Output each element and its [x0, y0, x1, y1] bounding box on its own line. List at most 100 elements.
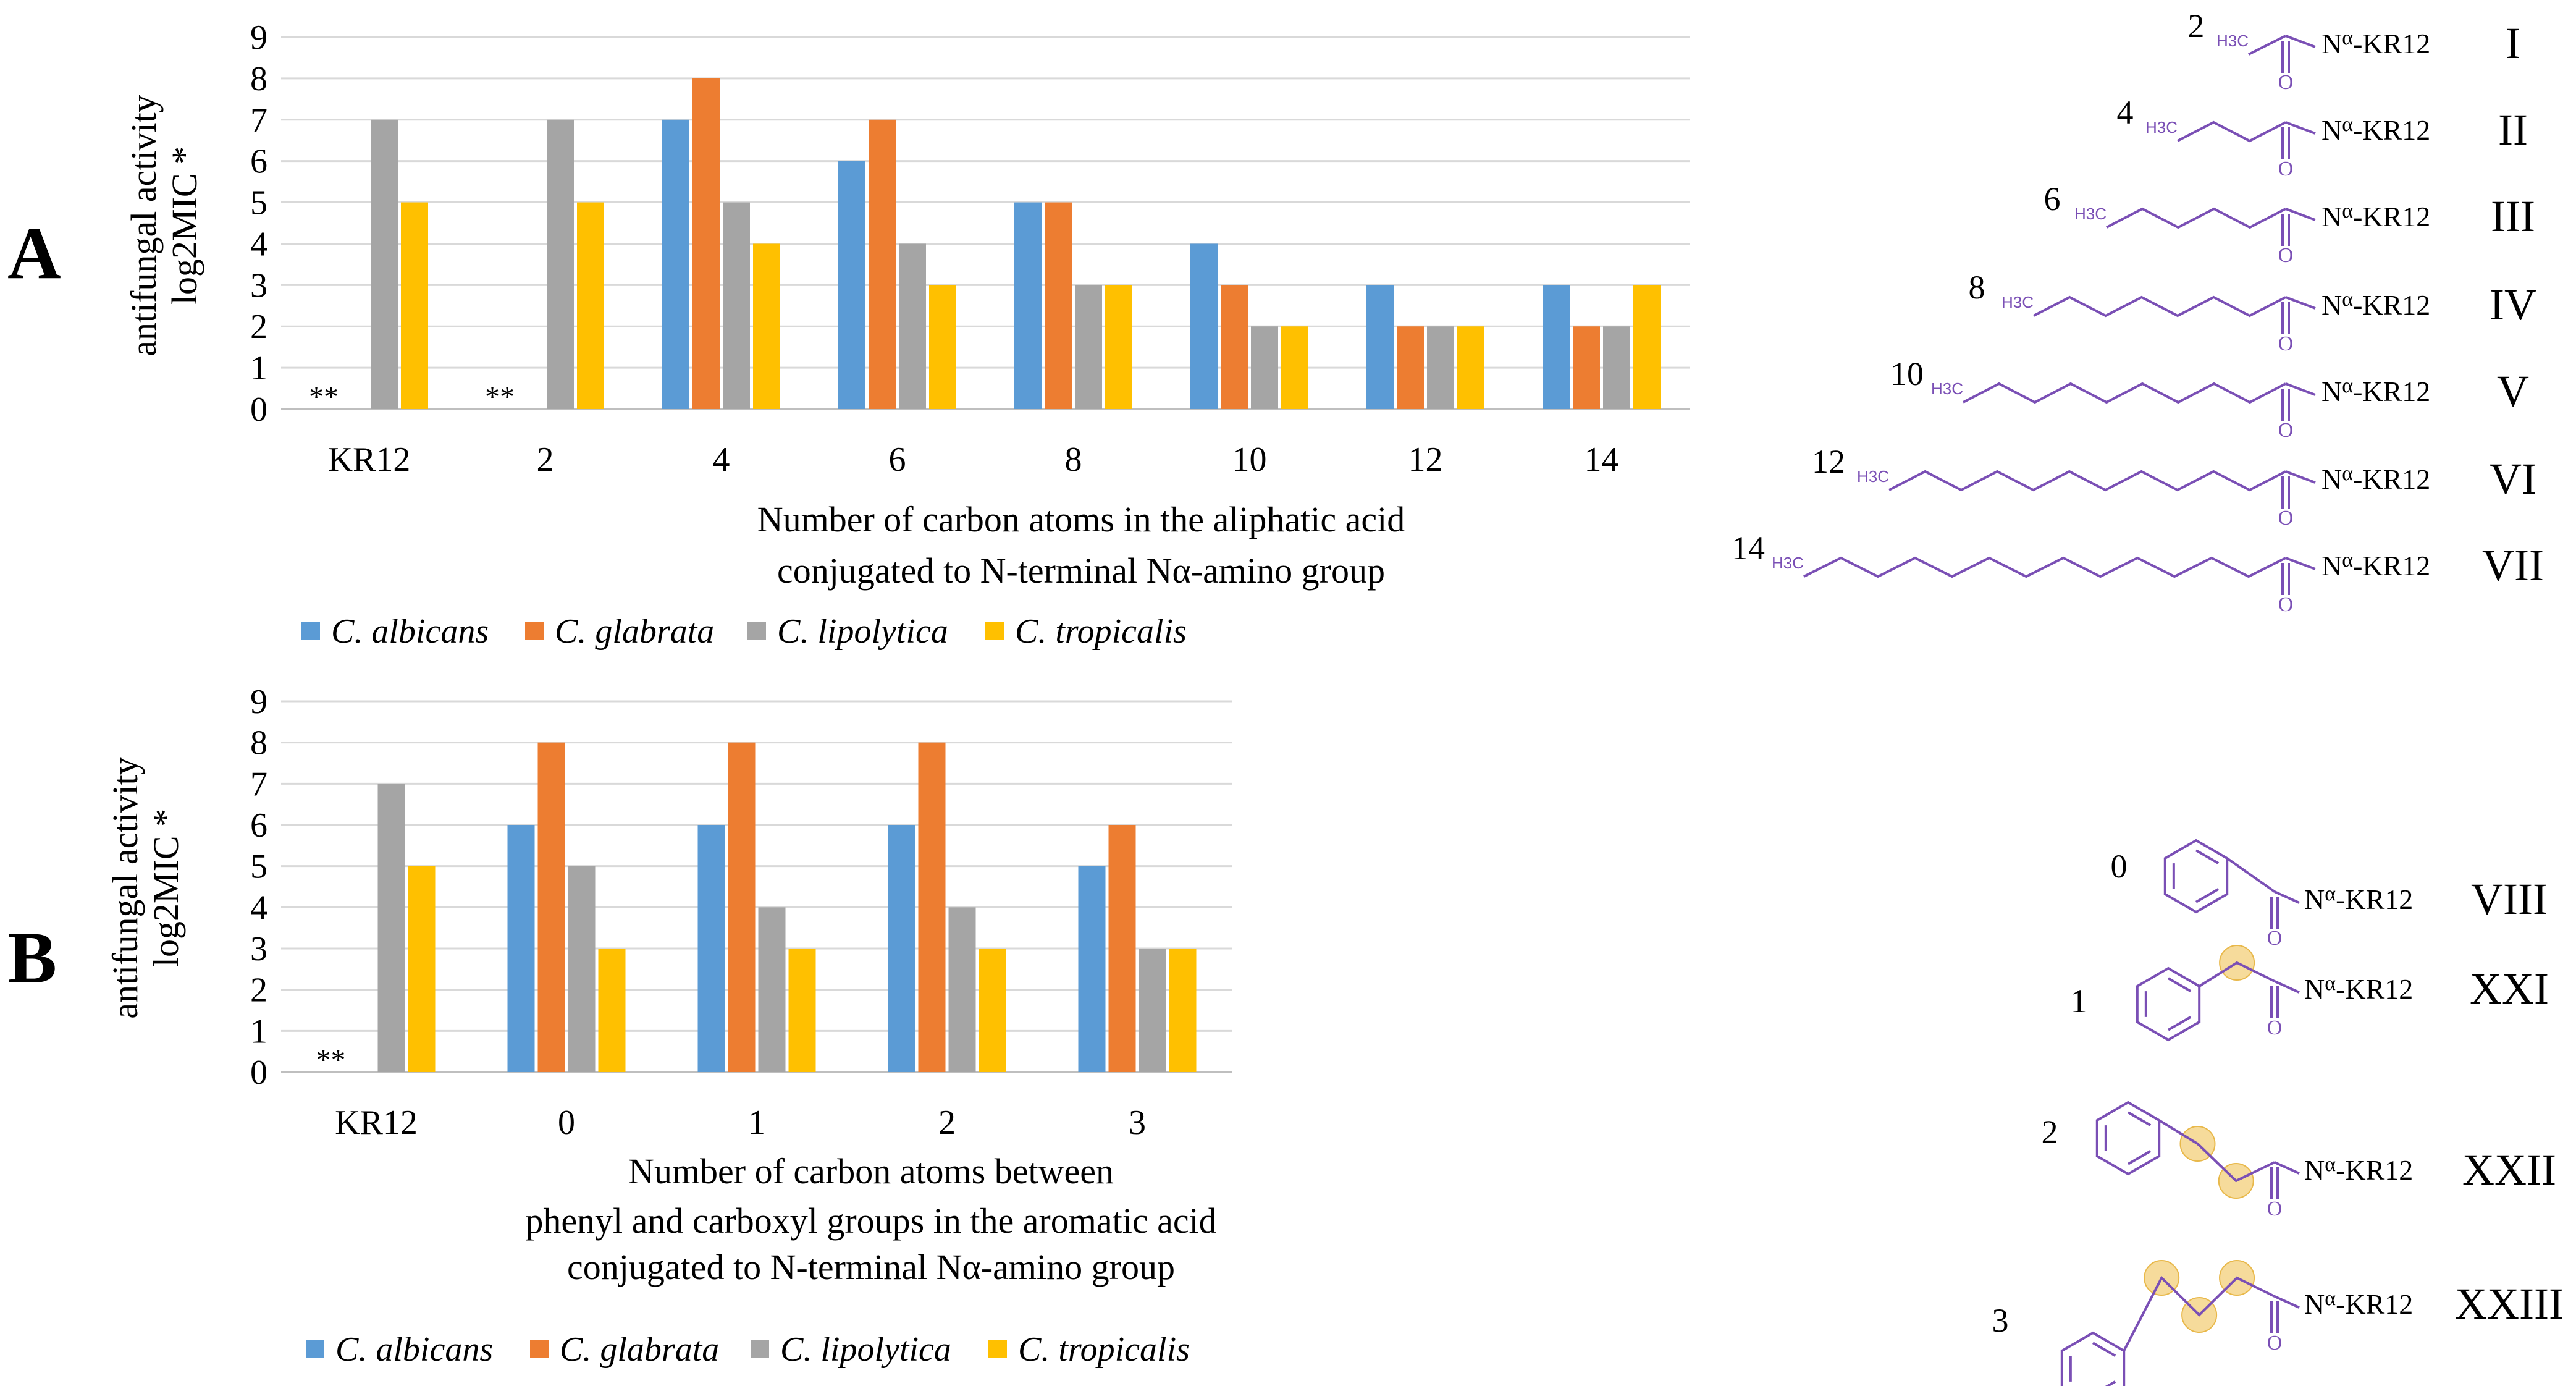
compound-number: III: [2491, 192, 2535, 241]
chart-b-y-tick-label: 9: [250, 683, 267, 721]
linker-chain: [2123, 1275, 2275, 1351]
chart-b-y-tick-label: 3: [250, 930, 267, 968]
carbonyl-oxygen: O: [2278, 507, 2294, 530]
structure-XXIII: 3 O Nα-KR12 XXIII: [1992, 1260, 2564, 1386]
amide-bond: [2285, 208, 2316, 221]
alkyl-chain: [1888, 470, 2286, 492]
amide-bond: [2274, 980, 2300, 994]
carbonyl-oxygen: O: [2278, 593, 2294, 616]
chart-a-bar: [401, 202, 428, 409]
compound-number: VII: [2482, 541, 2544, 590]
chart-a-ylabel-line2: log2MIC *: [164, 146, 204, 305]
carbon-count-label: 6: [2044, 180, 2061, 218]
chart-a-bar: [753, 243, 780, 409]
amide-bond: [2285, 557, 2316, 570]
chart-a-bar: [1190, 243, 1218, 409]
chart-b-legend-swatch: [306, 1340, 324, 1358]
carbonyl-oxygen: O: [2267, 927, 2283, 950]
amide-label: Nα-KR12: [2321, 462, 2430, 495]
structure-XXII: 2 O Nα-KR12 XXII: [2042, 1101, 2556, 1220]
chart-b-xlabel-line3: conjugated to N-terminal Nα-amino group: [567, 1247, 1175, 1287]
amide-label: Nα-KR12: [2304, 882, 2413, 915]
chart-a-bar: [869, 119, 896, 409]
chart-b-bar: [1169, 949, 1197, 1072]
chart-b-legend-swatch: [751, 1340, 769, 1358]
carbonyl-oxygen: O: [2278, 244, 2294, 267]
h3c-label: H3C: [2145, 118, 2178, 137]
chart-a-y-tick-label: 1: [250, 349, 267, 387]
amide-label: Nα-KR12: [2304, 1287, 2413, 1320]
chart-a-bar: [1105, 285, 1132, 409]
chart-a-bar: [1457, 326, 1484, 409]
amide-bond: [2274, 1161, 2300, 1175]
carbon-count-label: 14: [1732, 530, 1765, 567]
chart-a-xlabel-line1: Number of carbon atoms in the aliphatic …: [757, 499, 1405, 539]
linker-chain: [2226, 857, 2276, 893]
chart-b-bar: [408, 866, 436, 1072]
chart-a-bar: [1014, 202, 1042, 409]
chart-b-xlabel-line1: Number of carbon atoms between: [628, 1151, 1114, 1191]
chart-b-bar: [758, 907, 786, 1072]
carbon-count-label: 2: [2188, 7, 2205, 44]
amide-label: Nα-KR12: [2321, 27, 2430, 59]
panel-label-b: B: [7, 916, 57, 999]
chart-b-legend-swatch: [988, 1340, 1007, 1358]
amide-label: Nα-KR12: [2321, 288, 2430, 321]
chart-a-bar: [1251, 326, 1278, 409]
chart-b-x-tick-label: 3: [1129, 1104, 1146, 1142]
chart-a-bar: [1281, 326, 1308, 409]
chart-b-y-tick-label: 7: [250, 765, 267, 803]
chart-a-legend-label: C. albicans: [331, 612, 489, 651]
chart-b-annotations: **: [316, 1044, 346, 1076]
compound-number: I: [2506, 19, 2520, 68]
alkyl-chain: [2106, 207, 2286, 229]
chart-a-bar: [1045, 202, 1072, 409]
chart-b-legend-label: C. tropicalis: [1018, 1330, 1190, 1369]
chart-a-y-tick-label: 4: [250, 225, 267, 263]
chart-a-bar: [929, 285, 956, 409]
compound-number: VI: [2490, 454, 2536, 504]
linker-chain: [2158, 1119, 2275, 1183]
chart-a-bar: [838, 161, 865, 409]
alkyl-chain: [2177, 120, 2286, 143]
benzene-ring-double-bond: [2195, 849, 2220, 864]
chart-a-legend-label: C. glabrata: [555, 612, 714, 651]
chart-a-bar: [1603, 326, 1630, 409]
chart-a-not-active-marker: **: [485, 381, 515, 413]
alkyl-chain: [2248, 35, 2286, 56]
chart-a-y-tick-label: 9: [250, 19, 267, 57]
structures-aliphatic: 2 H3C O Nα-KR12 I 4 H3C O Nα-KR12 II 6 H3C O Nα-KR12 I…: [1732, 7, 2544, 616]
chart-b-x-tick-label: 0: [558, 1104, 575, 1142]
carbon-count-label: 4: [2117, 94, 2134, 131]
h3c-label: H3C: [2001, 293, 2034, 311]
chart-a-xlabel-line2: conjugated to N-terminal Nα-amino group: [777, 551, 1385, 591]
chart-a-bar: [1397, 326, 1424, 409]
h3c-label: H3C: [2074, 205, 2107, 223]
chart-b-x-tick-label: 1: [748, 1104, 765, 1142]
chart-b-bar: [948, 907, 976, 1072]
carbonyl-oxygen: O: [2267, 1332, 2283, 1354]
chart-b-bar: [598, 949, 626, 1072]
chart-b-not-active-marker: **: [316, 1044, 346, 1076]
chart-a-x-tick-label: 8: [1065, 441, 1082, 479]
chart-b-bar: [1078, 866, 1106, 1072]
h3c-label: H3C: [1931, 379, 1963, 398]
chart-a-y-tick-label: 0: [250, 391, 267, 429]
chart-b-bar: [507, 825, 535, 1072]
chart-b-x-tick-label: KR12: [335, 1104, 418, 1142]
chart-b-bar: [697, 825, 725, 1072]
chart-a-y-tick-label: 8: [250, 60, 267, 98]
chart-b-ylabel-line2: log2MIC *: [146, 809, 186, 967]
chart-a-x-ticks: KR12 2 4 6 8 10 12 14: [328, 441, 1619, 479]
panel-label-a: A: [7, 212, 61, 294]
chart-a-legend-label: C. tropicalis: [1015, 612, 1187, 651]
amide-bond: [2285, 35, 2316, 48]
structure-III: 6 H3C O Nα-KR12 III: [2044, 180, 2535, 267]
amide-bond: [2274, 1295, 2300, 1309]
chart-a-not-active-marker: **: [309, 381, 339, 413]
amide-bond: [2285, 382, 2316, 396]
chart-b-y-tick-label: 0: [250, 1054, 267, 1092]
